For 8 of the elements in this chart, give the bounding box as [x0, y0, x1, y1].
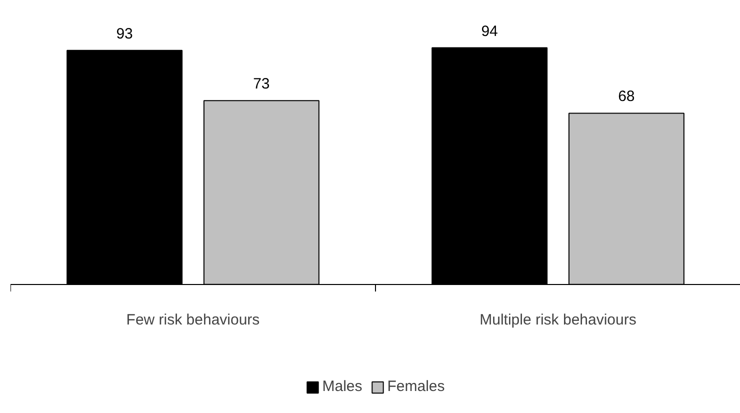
x-tick-label: Few risk behaviours: [126, 311, 260, 328]
legend-label: Males: [322, 378, 362, 395]
legend-label: Females: [387, 378, 445, 395]
data-label: 68: [618, 88, 635, 106]
data-label: 93: [116, 25, 133, 42]
x-tick-label: Multiple risk behaviours: [480, 311, 636, 328]
data-label: 73: [253, 76, 270, 93]
data-label: 94: [481, 22, 498, 40]
